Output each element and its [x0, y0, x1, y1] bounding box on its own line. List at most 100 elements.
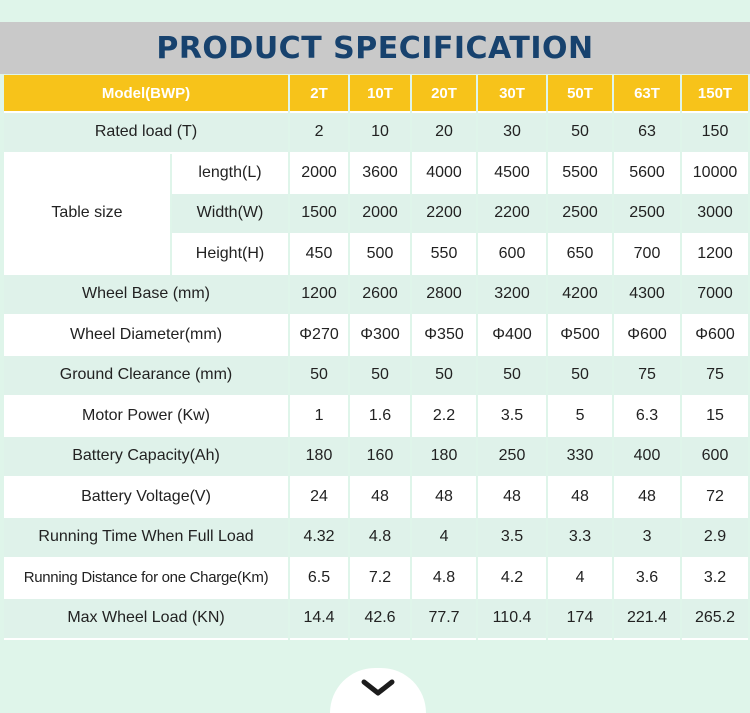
table-cell: 42.6: [350, 599, 411, 640]
row-label: Rated load (T): [4, 113, 289, 154]
table-cell: 3200: [478, 275, 547, 316]
table-cell: 48: [548, 477, 613, 518]
scroll-down-button[interactable]: [330, 668, 426, 713]
table-cell: Φ500: [548, 315, 613, 356]
table-cell: 2500: [548, 194, 613, 235]
table-cell: 1.6: [350, 396, 411, 437]
table-cell: 48: [478, 477, 547, 518]
table-cell: 4.8: [350, 518, 411, 559]
table-cell: 2.2: [412, 396, 477, 437]
table-cell: 550: [412, 234, 477, 275]
table-cell: 48: [350, 477, 411, 518]
model-cell: 50T: [548, 75, 613, 113]
model-cell: 2T: [290, 75, 349, 113]
table-cell: 30: [478, 113, 547, 154]
table-row: Running Distance for one Charge(Km) 6.5 …: [4, 558, 749, 599]
row-label: Motor Power (Kw): [4, 396, 289, 437]
row-label: Ground Clearance (mm): [4, 356, 289, 397]
table-cell: 3000: [682, 194, 749, 235]
specification-table: Model(BWP) 2T 10T 20T 30T 50T 63T 150T R…: [2, 75, 750, 640]
title-banner: PRODUCT SPECIFICATION: [0, 22, 750, 74]
sub-row-label: Width(W): [172, 194, 289, 235]
table-cell: 3600: [350, 153, 411, 194]
table-cell: 2800: [412, 275, 477, 316]
table-row: Height(H) 450 500 550 600 650 700 1200: [4, 234, 749, 275]
table-cell: 2200: [478, 194, 547, 235]
table-cell: 24: [290, 477, 349, 518]
model-header-cell: Model(BWP): [4, 75, 289, 113]
row-label: Running Distance for one Charge(Km): [4, 558, 289, 599]
table-cell: 15: [682, 396, 749, 437]
table-cell: 20: [412, 113, 477, 154]
table-cell: 221.4: [614, 599, 681, 640]
row-label: Battery Voltage(V): [4, 477, 289, 518]
model-cell: 63T: [614, 75, 681, 113]
table-row: Battery Capacity(Ah) 180 160 180 250 330…: [4, 437, 749, 478]
table-cell: 7000: [682, 275, 749, 316]
table-cell: 50: [548, 356, 613, 397]
table-cell: 6.5: [290, 558, 349, 599]
table-cell: 2000: [350, 194, 411, 235]
table-cell: 1200: [290, 275, 349, 316]
table-cell: Φ350: [412, 315, 477, 356]
table-row: Motor Power (Kw) 1 1.6 2.2 3.5 5 6.3 15: [4, 396, 749, 437]
model-cell: 20T: [412, 75, 477, 113]
table-cell: 3.3: [548, 518, 613, 559]
table-cell: 4000: [412, 153, 477, 194]
table-row: Table size length(L) 2000 3600 4000 4500…: [4, 153, 749, 275]
table-cell: 14.4: [290, 599, 349, 640]
table-cell: 150: [682, 113, 749, 154]
table-cell: Φ600: [614, 315, 681, 356]
row-label: Max Wheel Load (KN): [4, 599, 289, 640]
table-cell: 48: [614, 477, 681, 518]
table-row: Max Wheel Load (KN) 14.4 42.6 77.7 110.4…: [4, 599, 749, 640]
table-cell: 50: [412, 356, 477, 397]
table-cell: 4.32: [290, 518, 349, 559]
table-cell: Φ270: [290, 315, 349, 356]
table-cell: 600: [478, 234, 547, 275]
table-cell: 7.2: [350, 558, 411, 599]
table-cell: 50: [548, 113, 613, 154]
table-cell: 4: [412, 518, 477, 559]
table-cell: 250: [478, 437, 547, 478]
table-cell: 1200: [682, 234, 749, 275]
table-cell: 3: [614, 518, 681, 559]
table-cell: 6.3: [614, 396, 681, 437]
table-cell: 75: [614, 356, 681, 397]
table-cell: 4300: [614, 275, 681, 316]
table-cell: 10: [350, 113, 411, 154]
table-cell: 4200: [548, 275, 613, 316]
model-cell: 30T: [478, 75, 547, 113]
table-cell: 2200: [412, 194, 477, 235]
table-cell: 63: [614, 113, 681, 154]
table-cell: 50: [350, 356, 411, 397]
table-cell: Φ600: [682, 315, 749, 356]
table-cell: 4.2: [478, 558, 547, 599]
table-cell: 3.5: [478, 396, 547, 437]
table-cell: 180: [290, 437, 349, 478]
table-header-row: Model(BWP) 2T 10T 20T 30T 50T 63T 150T: [4, 75, 749, 113]
table-row: Running Time When Full Load 4.32 4.8 4 3…: [4, 518, 749, 559]
table-cell: 50: [478, 356, 547, 397]
table-cell: 2000: [290, 153, 349, 194]
table-cell: 700: [614, 234, 681, 275]
table-cell: 160: [350, 437, 411, 478]
table-cell: 4500: [478, 153, 547, 194]
table-cell: 3.2: [682, 558, 749, 599]
model-cell: 10T: [350, 75, 411, 113]
table-cell: 4: [548, 558, 613, 599]
table-cell: 2: [290, 113, 349, 154]
table-cell: 265.2: [682, 599, 749, 640]
table-cell: 5500: [548, 153, 613, 194]
chevron-down-icon: [361, 679, 395, 702]
table-cell: 77.7: [412, 599, 477, 640]
table-cell: 72: [682, 477, 749, 518]
table-cell: Φ300: [350, 315, 411, 356]
table-cell: 330: [548, 437, 613, 478]
row-label: Wheel Diameter(mm): [4, 315, 289, 356]
row-label: Running Time When Full Load: [4, 518, 289, 559]
row-label: Battery Capacity(Ah): [4, 437, 289, 478]
table-cell: 75: [682, 356, 749, 397]
row-label: Wheel Base (mm): [4, 275, 289, 316]
row-label: Table size: [4, 153, 170, 275]
